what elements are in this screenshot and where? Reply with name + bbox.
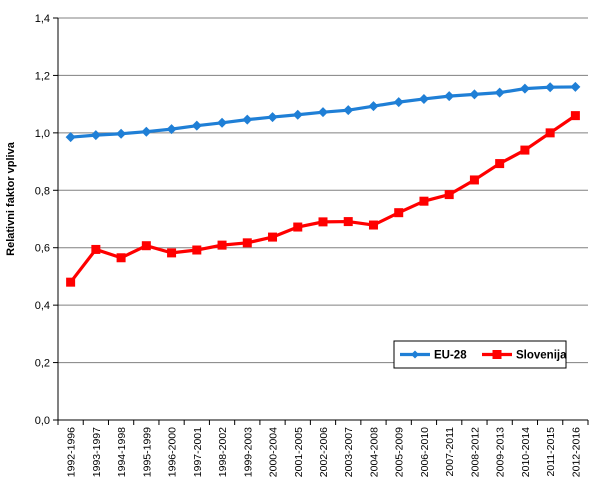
data-point xyxy=(469,89,480,100)
legend-swatch-marker xyxy=(411,350,419,359)
y-tick-label: 1,4 xyxy=(35,13,50,25)
legend-item: Slovenija xyxy=(482,350,567,362)
data-point xyxy=(217,240,227,250)
x-tick-label: 1994-1998 xyxy=(116,427,128,477)
x-tick-label: 2005-2009 xyxy=(394,427,406,477)
x-tick-label: 2008-2012 xyxy=(469,427,481,477)
y-tick-label: 0,2 xyxy=(35,358,50,370)
y-tick-label: 1,2 xyxy=(35,70,50,82)
data-point xyxy=(192,245,202,255)
x-tick-label: 2002-2006 xyxy=(318,427,330,477)
x-tick-label: 2001-2005 xyxy=(293,427,305,477)
x-tick-label: 2006-2010 xyxy=(419,427,431,477)
data-point xyxy=(65,132,76,143)
legend-label: Slovenija xyxy=(516,350,567,362)
x-tick-label: 1999-2003 xyxy=(242,427,254,477)
data-point xyxy=(66,277,76,287)
x-tick-label: 1995-1999 xyxy=(141,427,153,477)
data-point xyxy=(495,159,505,169)
data-point xyxy=(494,87,505,98)
data-point xyxy=(116,253,126,263)
series-slovenija xyxy=(66,111,580,287)
x-axis-ticks: 1992-1996 1993-1997 1994-1998 1995-1999 1996… xyxy=(57,420,589,477)
y-tick-label: 0,4 xyxy=(35,300,50,312)
data-point xyxy=(444,91,455,102)
data-point xyxy=(292,109,303,120)
x-tick-label: 2003-2007 xyxy=(343,427,355,477)
data-point xyxy=(116,128,127,139)
series-eu-28 xyxy=(65,81,581,143)
gridlines xyxy=(58,17,588,364)
data-point xyxy=(520,145,530,155)
y-tick-label: 1,0 xyxy=(35,128,50,140)
legend-item: EU-28 xyxy=(400,350,467,362)
data-point xyxy=(418,93,429,104)
data-point xyxy=(141,241,151,251)
data-point xyxy=(242,238,252,248)
legend: EU-28 Slovenija xyxy=(393,340,567,369)
y-axis-label: Relativni faktor vpliva xyxy=(5,141,17,256)
data-point xyxy=(343,105,354,116)
data-point xyxy=(444,190,454,200)
data-point xyxy=(293,222,303,232)
data-point xyxy=(545,128,555,138)
legend-label: EU-28 xyxy=(434,350,467,362)
x-tick-label: 2010-2014 xyxy=(520,427,532,477)
y-tick-label: 0,8 xyxy=(35,185,50,197)
y-axis-ticks: 0,0 0,2 0,4 0,6 0,8 1,0 1,2 1,4 xyxy=(35,13,58,427)
x-tick-label: 1993-1997 xyxy=(91,427,103,477)
legend-swatch-marker xyxy=(492,350,502,359)
x-tick-label: 1996-2000 xyxy=(167,427,179,477)
y-tick-label: 0,0 xyxy=(35,415,50,427)
x-tick-label: 2009-2013 xyxy=(495,427,507,477)
x-tick-label: 2000-2004 xyxy=(268,427,280,477)
series-lines xyxy=(65,81,581,287)
x-tick-label: 2011-2015 xyxy=(545,427,557,477)
data-point xyxy=(545,82,556,93)
data-point xyxy=(91,244,101,254)
data-point xyxy=(343,217,353,227)
data-point xyxy=(268,232,278,242)
y-tick-label: 0,6 xyxy=(35,243,50,255)
data-point xyxy=(368,101,379,112)
data-point xyxy=(570,111,580,121)
data-point xyxy=(394,208,404,218)
axes xyxy=(57,18,588,421)
data-point xyxy=(570,81,581,92)
data-point xyxy=(167,248,177,258)
x-tick-label: 1997-2001 xyxy=(192,427,204,477)
data-point xyxy=(368,220,378,230)
data-point xyxy=(318,107,328,118)
x-tick-label: 2004-2008 xyxy=(368,427,380,477)
data-point xyxy=(166,124,177,135)
data-point xyxy=(469,175,479,185)
series-line xyxy=(69,114,577,284)
x-tick-label: 1998-2002 xyxy=(217,427,229,477)
data-point xyxy=(242,114,253,125)
data-point xyxy=(318,217,328,227)
x-tick-label: 2007-2011 xyxy=(444,427,456,477)
data-point xyxy=(141,126,152,137)
data-point xyxy=(419,196,429,206)
data-point xyxy=(90,130,101,141)
data-point xyxy=(191,120,202,131)
data-point xyxy=(217,117,228,128)
data-point xyxy=(519,83,530,94)
x-tick-label: 2012-2016 xyxy=(570,427,582,477)
data-point xyxy=(267,112,278,123)
data-point xyxy=(393,97,404,108)
x-tick-label: 1992-1996 xyxy=(66,427,78,477)
